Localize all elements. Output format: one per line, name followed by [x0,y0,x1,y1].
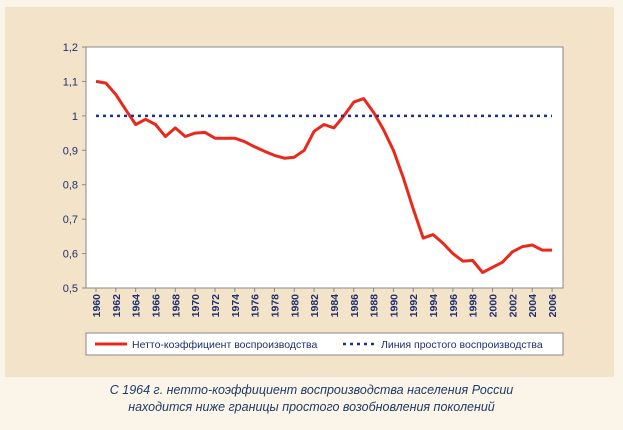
x-tick-label: 1976 [250,294,262,318]
y-axis: 0,5 0,6 0,7 0,8 0,9 1 1,1 1,2 [63,42,86,295]
y-tick-label: 0,7 [63,214,78,226]
x-tick-label: 1994 [428,294,440,318]
x-tick-label: 1972 [210,294,222,318]
y-tick-label: 1,1 [63,76,78,88]
plot-area [85,46,564,289]
caption-line-2: находится ниже границы простого возобнов… [128,400,495,414]
y-tick-label: 0,8 [63,180,78,192]
x-tick-label: 2006 [547,294,559,318]
legend-box [85,332,564,356]
y-tick-label: 1 [72,111,78,123]
x-tick-label: 1966 [150,294,162,318]
caption: С 1964 г. нетто-коэффициент воспроизводс… [0,382,623,416]
x-tick-label: 1980 [289,294,301,318]
x-tick-label: 1964 [131,294,143,318]
x-tick-label: 2000 [488,294,500,318]
x-tick-label: 2004 [527,294,539,318]
legend-label-nrr: Нетто-коэффициент воспроизводства [132,339,318,351]
x-tick-label: 1974 [230,294,242,318]
x-tick-label: 1982 [309,294,321,318]
caption-line-1: С 1964 г. нетто-коэффициент воспроизводс… [109,383,514,397]
x-tick-label: 1986 [349,294,361,318]
y-tick-label: 0,5 [63,283,78,295]
y-tick-label: 0,6 [63,249,78,261]
chart: 0,50,60,70,80,911,11,2 1960 1962 1964 1966 1… [63,42,564,356]
x-tick-label: 1968 [170,294,182,318]
y-tick-label: 0,9 [63,145,78,157]
x-axis: 1960 1962 1964 1966 1968 1970 1972 1974 1976 1978… [91,288,559,317]
x-tick-label: 1962 [111,294,123,318]
x-tick-label: 1998 [468,294,480,318]
y-tick-label: 1,2 [63,42,78,54]
legend-label-replacement: Линия простого воспроизводства [381,339,543,351]
x-tick-label: 1970 [190,294,202,318]
x-tick-label: 1978 [269,294,281,318]
x-tick-label: 2002 [507,294,519,318]
x-tick-label: 1984 [329,294,341,318]
x-tick-label: 1996 [448,294,460,318]
x-tick-label: 1992 [408,294,420,318]
x-tick-label: 1988 [369,294,381,318]
x-tick-label: 1960 [91,294,103,318]
series-line-nrr [95,79,552,274]
x-tick-label: 1990 [388,294,400,318]
series-layer [95,79,552,274]
